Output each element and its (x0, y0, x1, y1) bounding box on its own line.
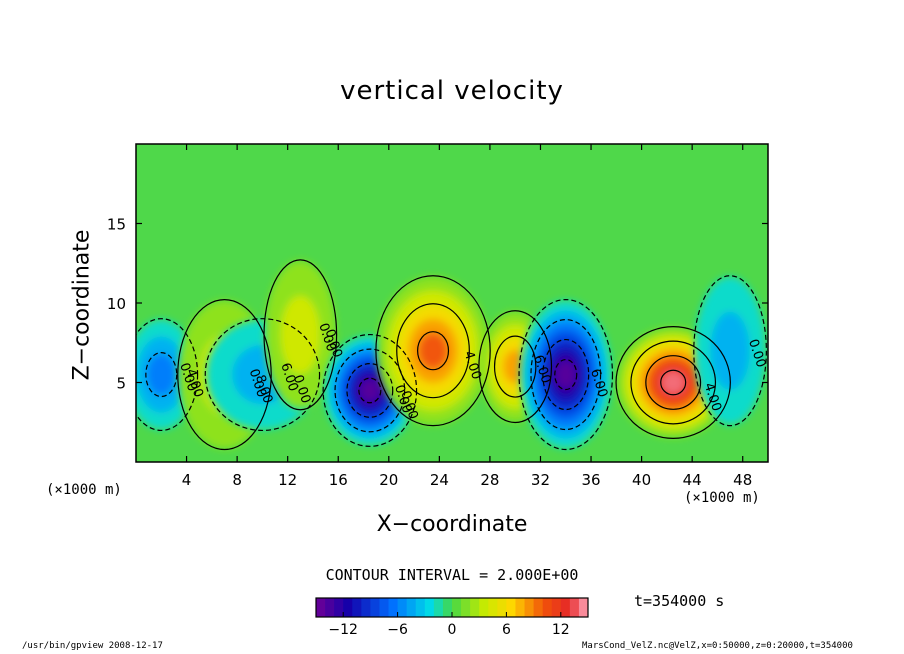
x-tick-label: 48 (733, 471, 752, 489)
colorbar-cell (379, 598, 389, 617)
contour-line (518, 298, 614, 451)
contour-line (478, 310, 553, 424)
footer-left-text: /usr/bin/gpview 2008-12-17 (22, 641, 163, 651)
colorbar-cell (551, 598, 562, 617)
contour-line (346, 363, 394, 418)
contour-line (263, 259, 338, 411)
x-tick-label: 40 (632, 471, 651, 489)
contour-line (493, 335, 537, 398)
x-axis-label: X−coordinate (376, 512, 528, 537)
colorbar-cell (370, 598, 380, 617)
colorbar-cell (424, 598, 435, 617)
contour-line (204, 318, 321, 432)
contour-line (542, 338, 590, 411)
contour-line (177, 298, 272, 451)
colorbar-tick-label: −12 (328, 622, 358, 638)
x-tick-label: 20 (379, 471, 398, 489)
colorbar-cell (397, 598, 408, 617)
x-tick-label: 8 (232, 471, 242, 489)
contour-line (530, 318, 602, 431)
contour-line (693, 275, 767, 427)
contour-line (375, 275, 491, 427)
x-tick-label: 12 (278, 471, 297, 489)
contour-line (630, 340, 717, 425)
colorbar-cell (578, 598, 589, 617)
heatmap-cell (280, 295, 320, 374)
x-tick-label: 4 (182, 471, 192, 489)
colorbar-cell (325, 598, 335, 617)
colorbar-cell (433, 598, 444, 617)
colorbar: −12 −6 0 6 12 (315, 597, 589, 638)
contour-line (417, 331, 450, 371)
contour-line (645, 355, 702, 410)
colorbar-cell (506, 598, 516, 617)
contour-line (334, 348, 406, 433)
footer-right-text: MarsCond_VelZ.nc@VelZ,x=0:50000,z=0:2000… (582, 641, 853, 651)
y-tick-label: 10 (107, 295, 126, 313)
x-tick-label: 36 (581, 471, 600, 489)
x-unit-label-left: (×1000 m) (46, 482, 122, 498)
colorbar-cell (488, 598, 498, 617)
colorbar-cell (388, 598, 398, 617)
contour-line (136, 318, 199, 432)
contour-line (396, 303, 470, 399)
colorbar-cell (316, 598, 326, 617)
heatmap-feature (376, 276, 490, 425)
x-tick-label: 28 (480, 471, 499, 489)
colorbar-cell (334, 598, 344, 617)
x-tick-label: 32 (531, 471, 550, 489)
time-label: t=354000 s (634, 592, 725, 610)
colorbar-cell (479, 598, 489, 617)
heatmap-cell (661, 371, 685, 394)
colorbar-tick-label: 12 (552, 622, 570, 638)
colorbar-tick-label: 0 (448, 622, 457, 638)
x-tick-label: 44 (683, 471, 702, 489)
heatmap-feature (265, 260, 336, 409)
y-tick-label: 15 (107, 216, 126, 234)
heatmap-cell (555, 360, 576, 389)
colorbar-cell (442, 598, 453, 617)
contour-line (615, 326, 731, 439)
colorbar-cell (343, 598, 353, 617)
heatmap-cells (136, 260, 766, 449)
contour-line (358, 377, 382, 404)
y-tick-label: 5 (116, 375, 126, 393)
heatmap-cell (418, 332, 448, 369)
chart-title: vertical velocity (340, 76, 564, 106)
heatmap-cell (710, 311, 750, 390)
x-tick-label: 24 (430, 471, 449, 489)
contour-lines (136, 259, 767, 451)
contour-interval-label: CONTOUR INTERVAL = 2.000E+00 (325, 566, 579, 584)
x-tick-label: 16 (329, 471, 348, 489)
colorbar-cell (352, 598, 362, 617)
colorbar-cell (415, 598, 426, 617)
x-unit-label-right: (×1000 m) (684, 490, 760, 506)
colorbar-cell (533, 598, 544, 617)
colorbar-cell (361, 598, 371, 617)
heatmap-cell (146, 353, 176, 396)
colorbar-cell (524, 598, 534, 617)
contour-line (660, 369, 687, 396)
colorbar-cell (452, 598, 462, 617)
colorbar-cell (497, 598, 507, 617)
colorbar-cell (406, 598, 417, 617)
heatmap-cell (359, 379, 380, 402)
contour-line (554, 358, 578, 391)
colorbar-cell (542, 598, 553, 617)
colorbar-tick-label: 6 (502, 622, 511, 638)
colorbar-cell (461, 598, 471, 617)
colorbar-cell (560, 598, 571, 617)
colorbar-cell (470, 598, 480, 617)
colorbar-cell (515, 598, 525, 617)
contour-line (322, 333, 418, 447)
contour-line (145, 351, 178, 398)
colorbar-cell (569, 598, 580, 617)
heatmap-feature (694, 276, 766, 425)
colorbar-tick-label: −6 (387, 622, 408, 638)
